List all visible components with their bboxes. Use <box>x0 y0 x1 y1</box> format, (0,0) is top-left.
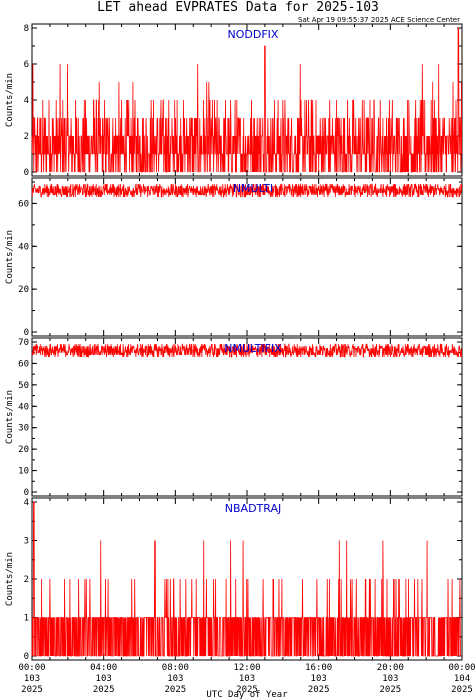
x-tick-doy: 103 <box>311 674 327 684</box>
x-tick-doy: 103 <box>96 674 112 684</box>
x-tick-time: 20:00 <box>377 663 404 673</box>
y-tick-label: 0 <box>24 168 29 178</box>
y-tick-label: 10 <box>18 467 29 477</box>
x-tick-doy: 104 <box>454 674 470 684</box>
x-tick-doy: 103 <box>24 674 40 684</box>
x-tick-doy: 103 <box>382 674 398 684</box>
plot-frame <box>31 177 463 337</box>
series-line-nmultifix <box>31 343 463 358</box>
x-tick-time: 08:00 <box>162 663 189 673</box>
series-label: NMULTIFIX <box>224 342 282 355</box>
series-line-nbadtraj <box>31 501 462 657</box>
x-tick-year: 2025 <box>21 685 43 695</box>
timestamp: Sat Apr 19 09:55:37 2025 ACE Science Cen… <box>298 16 460 24</box>
y-tick-label: 2 <box>24 575 29 585</box>
y-tick-label: 1 <box>24 614 29 624</box>
series-line-noddfix <box>31 27 463 173</box>
series-label: NODDFIX <box>228 28 279 41</box>
y-tick-label: 6 <box>24 60 29 70</box>
y-axis-label: Counts/min <box>5 390 15 444</box>
y-tick-label: 50 <box>18 381 29 391</box>
x-axis-label: UTC Day of Year <box>206 690 288 700</box>
x-tick-time: 00:00 <box>448 663 475 673</box>
y-tick-label: 4 <box>24 96 29 106</box>
x-tick-time: 16:00 <box>305 663 332 673</box>
y-tick-label: 0 <box>24 488 29 498</box>
y-tick-label: 60 <box>18 359 29 369</box>
series-label: NMULTI <box>233 182 273 195</box>
x-tick-doy: 103 <box>167 674 183 684</box>
chart-title: LET ahead EVPRATES Data for 2025-103 <box>97 0 379 15</box>
y-axis-label: Counts/min <box>5 552 15 606</box>
series-label: NBADTRAJ <box>225 502 281 515</box>
y-tick-label: 0 <box>24 652 29 662</box>
y-tick-label: 40 <box>18 402 29 412</box>
panel-nbadtraj: 0 1 2 3 4 Counts/min NBADTRAJ <box>5 497 463 662</box>
y-tick-label: 20 <box>18 445 29 455</box>
x-tick-year: 2025 <box>164 685 186 695</box>
y-tick-label: 60 <box>18 199 29 209</box>
x-tick-year: 2025 <box>308 685 330 695</box>
y-tick-label: 70 <box>18 338 29 348</box>
x-tick-year: 2025 <box>451 685 473 695</box>
y-tick-label: 40 <box>18 242 29 252</box>
x-tick-doy: 103 <box>239 674 255 684</box>
panel-nmultifix: 0 10 20 30 40 50 60 70 Counts/min NMULTIFIX <box>5 337 463 498</box>
y-axis-label: Counts/min <box>5 73 15 127</box>
y-tick-label: 2 <box>24 132 29 142</box>
panel-nmulti: 0 20 40 60 Counts/min NMULTI <box>5 177 463 338</box>
x-tick-time: 00:00 <box>18 663 45 673</box>
x-tick-year: 2025 <box>93 685 115 695</box>
x-tick-year: 2025 <box>236 685 258 695</box>
x-tick-time: 04:00 <box>90 663 117 673</box>
y-tick-label: 0 <box>24 328 29 338</box>
plot-frame <box>31 337 463 497</box>
y-tick-label: 30 <box>18 424 29 434</box>
x-tick-year: 2025 <box>379 685 401 695</box>
y-tick-label: 20 <box>18 285 29 295</box>
y-tick-label: 4 <box>24 498 29 508</box>
y-tick-label: 8 <box>24 24 29 34</box>
x-tick-time: 12:00 <box>233 663 260 673</box>
y-tick-label: 3 <box>24 537 29 547</box>
panel-noddfix: 0 2 4 6 8 Counts/min NODDFIX <box>5 23 463 178</box>
y-axis-label: Counts/min <box>5 230 15 284</box>
series-line-nmulti <box>31 183 463 198</box>
